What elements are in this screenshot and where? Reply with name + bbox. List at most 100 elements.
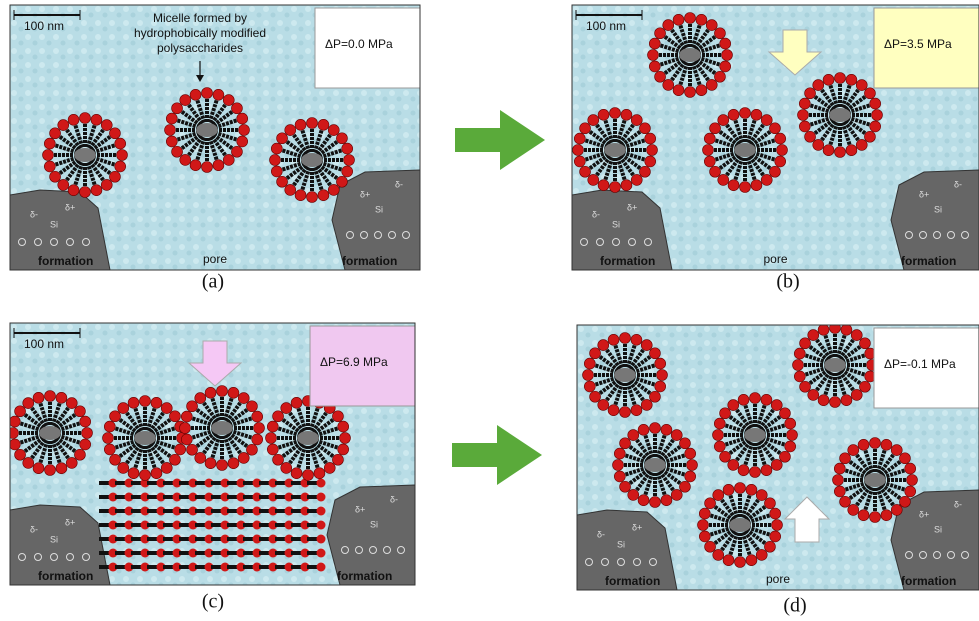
- micelle-head: [718, 115, 729, 126]
- micelle-head: [271, 143, 282, 154]
- micelle-head: [840, 496, 851, 507]
- micelle-head: [295, 190, 306, 201]
- micelle-head: [328, 125, 339, 136]
- micelle-head: [641, 340, 652, 351]
- micelle-head: [846, 74, 857, 85]
- micelle-head: [187, 444, 198, 455]
- micelle-head: [799, 121, 810, 132]
- micelle-head: [266, 433, 277, 444]
- micelle-head: [650, 423, 661, 434]
- micelle-core: [734, 143, 756, 157]
- micelle-head: [631, 174, 642, 185]
- micelle-head: [746, 555, 757, 566]
- micelle-head: [608, 334, 619, 345]
- micelle-head: [713, 549, 724, 560]
- micelle-head: [848, 504, 859, 515]
- micelle-head: [621, 180, 632, 191]
- micelle-head: [830, 397, 841, 408]
- micelle-head: [891, 445, 902, 456]
- micelle-head: [598, 399, 609, 410]
- micelle-head: [881, 439, 892, 450]
- micelle-head: [899, 453, 910, 464]
- surface-label: δ+: [65, 202, 75, 212]
- micelle-head: [271, 166, 282, 177]
- micelle-head: [655, 71, 666, 82]
- micelle-head: [110, 454, 121, 465]
- micelle-head: [285, 184, 296, 195]
- micelle-head: [713, 490, 724, 501]
- micelle-head: [661, 495, 672, 506]
- micelle-head: [169, 454, 180, 465]
- micelle-head: [613, 460, 624, 471]
- micelle-head: [267, 421, 278, 432]
- pore-label: pore: [203, 252, 227, 266]
- micelle-head: [573, 145, 584, 156]
- micelle-head: [80, 439, 91, 450]
- micelle-head: [50, 128, 61, 139]
- micelle-head: [704, 156, 715, 167]
- micelle-head: [706, 20, 717, 31]
- micelle-head: [740, 108, 751, 119]
- micelle-head: [80, 187, 91, 198]
- micelle-head: [723, 484, 734, 495]
- panel-label: (c): [202, 591, 224, 613]
- micelle-head: [195, 452, 206, 463]
- micelle-head: [588, 115, 599, 126]
- micelle-core: [134, 431, 156, 445]
- micelle-head: [324, 462, 335, 473]
- micelle-core: [614, 368, 636, 382]
- micelle-head: [205, 458, 216, 469]
- micelle-head: [344, 155, 355, 166]
- micelle-core: [679, 48, 701, 62]
- micelle-head: [818, 324, 829, 335]
- micelle-head: [43, 150, 54, 161]
- micelle-head: [307, 192, 318, 203]
- surface-label: δ-: [954, 499, 962, 509]
- scale-bar-label: 100 nm: [24, 19, 64, 33]
- micelle-head: [805, 131, 816, 142]
- micelle-head: [44, 138, 55, 149]
- micelle-head: [190, 89, 201, 100]
- micelle-head: [332, 411, 343, 422]
- micelle-head: [118, 403, 129, 414]
- micelle-head: [33, 463, 44, 474]
- micelle-head: [671, 489, 682, 500]
- micelle-head: [128, 468, 139, 479]
- micelle-head: [775, 133, 786, 144]
- micelle-core: [829, 108, 851, 122]
- micelle-head: [165, 125, 176, 136]
- micelle-head: [574, 133, 585, 144]
- micelle-head: [161, 403, 172, 414]
- micelle-head: [800, 338, 811, 349]
- micelle-head: [195, 393, 206, 404]
- micelle-head: [649, 61, 660, 72]
- surface-label: δ+: [65, 517, 75, 527]
- micelle-head: [277, 176, 288, 187]
- surface-label: δ+: [919, 189, 929, 199]
- micelle-head: [598, 109, 609, 120]
- micelle-head: [33, 392, 44, 403]
- panel: δ-Siδ+δ+Siδ-ΔP=-0.1 MPaporeformationform…: [577, 323, 979, 591]
- micelle-head: [761, 394, 772, 405]
- micelle-head: [9, 416, 20, 427]
- micelle-head: [151, 397, 162, 408]
- micelle-head: [273, 454, 284, 465]
- micelle-head: [735, 557, 746, 568]
- micelle-head: [237, 136, 248, 147]
- micelle-head: [905, 463, 916, 474]
- micelle-head: [598, 340, 609, 351]
- micelle-head: [172, 146, 183, 157]
- figure: δ-Siδ+δ+Siδ-ΔP=0.0 MPa100 nmMicelle form…: [0, 0, 979, 621]
- surface-label: Si: [50, 534, 58, 544]
- micelle-head: [705, 498, 716, 509]
- micelle-head: [584, 381, 595, 392]
- micelle-head: [342, 166, 353, 177]
- micelle-head: [655, 381, 666, 392]
- micelle-head: [800, 381, 811, 392]
- micelle-head: [834, 486, 845, 497]
- micelle-head: [58, 179, 69, 190]
- micelle-head: [856, 139, 867, 150]
- micelle-head: [254, 423, 265, 434]
- micelle-head: [74, 406, 85, 417]
- micelle-head: [252, 434, 263, 445]
